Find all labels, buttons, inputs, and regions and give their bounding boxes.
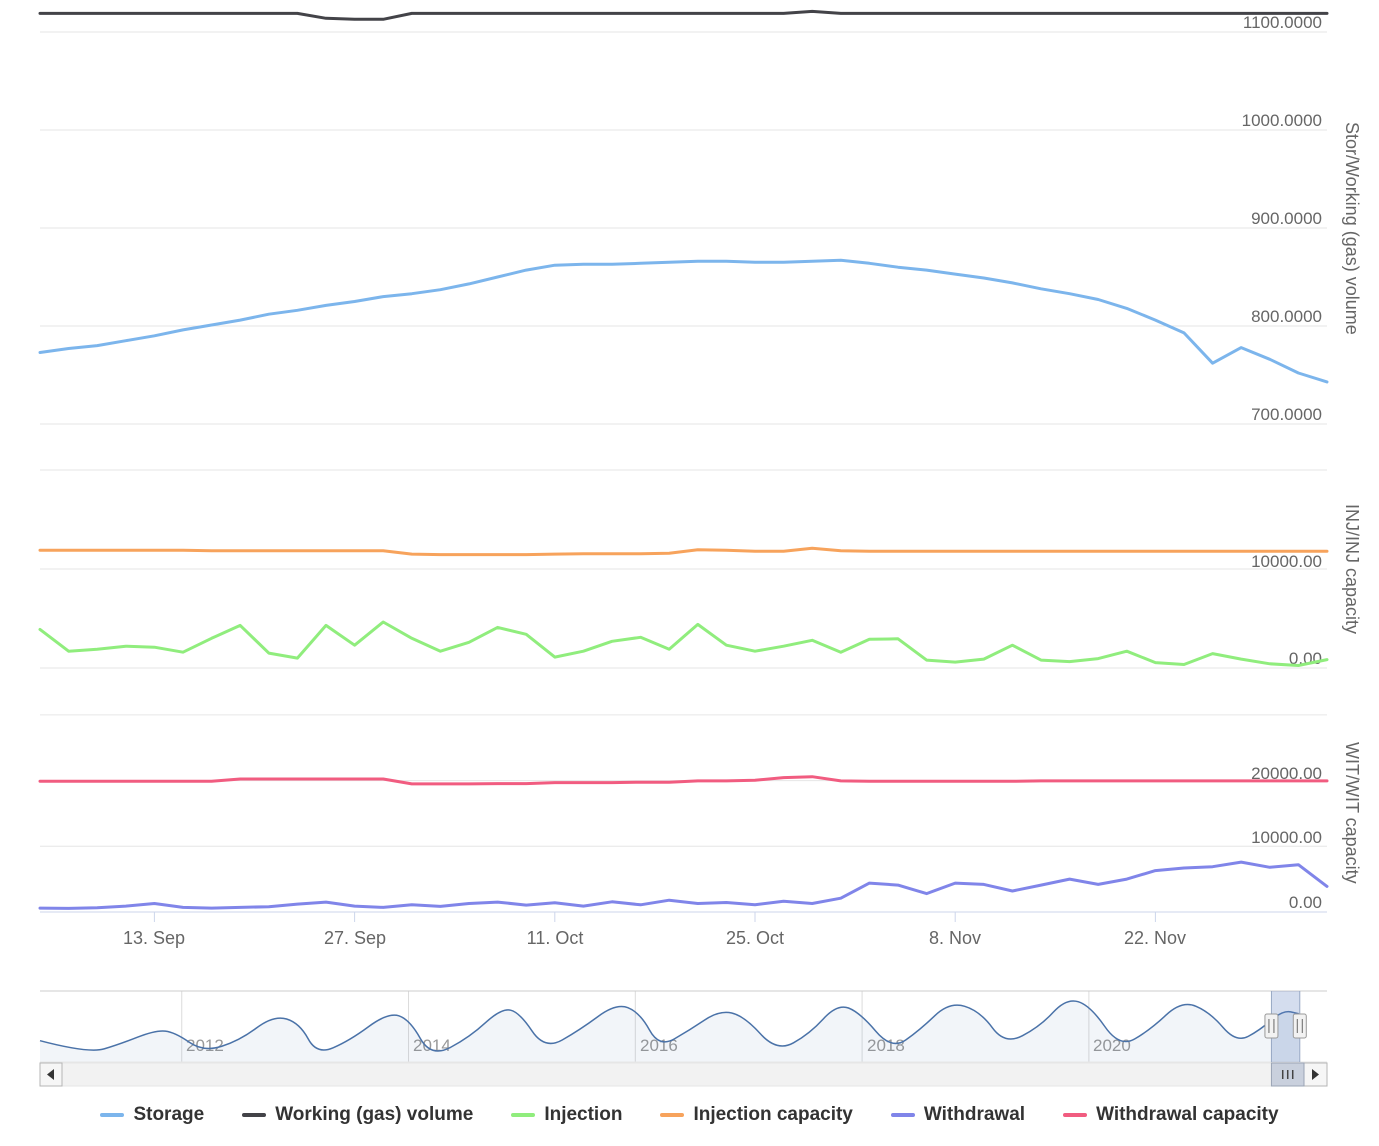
injection-legend-dash-icon <box>511 1113 536 1117</box>
scrollbar-track[interactable] <box>39 1062 1328 1087</box>
legend-label: Injection capacity <box>693 1104 853 1125</box>
withdrawal-capacity-legend-dash-icon <box>1063 1113 1088 1117</box>
y-label: 0.00 <box>1288 893 1322 912</box>
legend-item-storage[interactable]: Storage <box>100 1104 204 1126</box>
x-tick-label: 13. Sep <box>122 928 186 948</box>
series-storage <box>38 258 1329 384</box>
y-label: 700.0000 <box>1251 405 1322 424</box>
storage-legend-dash-icon <box>100 1113 125 1117</box>
y-label: 800.0000 <box>1251 307 1322 326</box>
injection-capacity-legend-dash-icon <box>660 1113 685 1117</box>
navigator-year-label: 2012 <box>186 1036 224 1055</box>
navigator-area <box>40 1000 1299 1062</box>
axis-title-storage: Stor/Working (gas) volume <box>1342 121 1362 335</box>
legend: Storage Working (gas) volume Injection I… <box>0 1104 1379 1126</box>
navigator-left-handle[interactable] <box>1264 1013 1279 1039</box>
working-gas-volume-legend-dash-icon <box>242 1113 267 1117</box>
series-withdrawal <box>38 860 1329 910</box>
y-label: 10000.00 <box>1251 552 1322 571</box>
x-tick-label: 27. Sep <box>323 928 387 948</box>
x-tick-label: 8. Nov <box>928 928 982 948</box>
scrollbar-right-arrow-icon <box>1312 1069 1319 1080</box>
legend-label: Withdrawal capacity <box>1096 1104 1279 1125</box>
x-tick-label: 22. Nov <box>1123 928 1187 948</box>
navigator-right-handle[interactable] <box>1292 1013 1307 1039</box>
y-label: 1100.0000 <box>1242 13 1322 32</box>
axis-title-injection: INJ/INJ capacity <box>1342 503 1362 635</box>
navigator-line <box>39 1000 1299 1052</box>
y-label: 10000.00 <box>1251 828 1322 847</box>
legend-label: Storage <box>133 1104 205 1125</box>
legend-item-withdrawal[interactable]: Withdrawal <box>890 1104 1026 1126</box>
legend-label: Withdrawal <box>923 1104 1026 1125</box>
y-label: 900.0000 <box>1251 209 1322 228</box>
legend-item-withdrawal-capacity[interactable]: Withdrawal capacity <box>1063 1104 1279 1126</box>
legend-label: Injection <box>544 1104 623 1125</box>
series-injection-capacity <box>38 546 1329 557</box>
y-label: 20000.00 <box>1251 764 1322 783</box>
series-withdrawal-capacity <box>38 775 1329 786</box>
axis-title-withdrawal: WIT/WIT capacity <box>1342 742 1362 884</box>
navigator-year-label: 2018 <box>867 1036 905 1056</box>
x-tick-label: 11. Oct <box>526 928 584 948</box>
series-injection <box>38 620 1329 667</box>
series-working-gas-volume <box>38 9 1329 21</box>
legend-item-injection[interactable]: Injection <box>511 1104 622 1126</box>
legend-item-injection-capacity[interactable]: Injection capacity <box>660 1104 853 1126</box>
legend-item-working-gas-volume[interactable]: Working (gas) volume <box>242 1104 473 1126</box>
withdrawal-legend-dash-icon <box>890 1113 915 1117</box>
legend-label: Working (gas) volume <box>275 1104 474 1125</box>
y-label: 1000.0000 <box>1241 111 1322 130</box>
scrollbar-left-arrow-icon <box>47 1069 54 1080</box>
x-tick-label: 25. Oct <box>725 928 785 948</box>
